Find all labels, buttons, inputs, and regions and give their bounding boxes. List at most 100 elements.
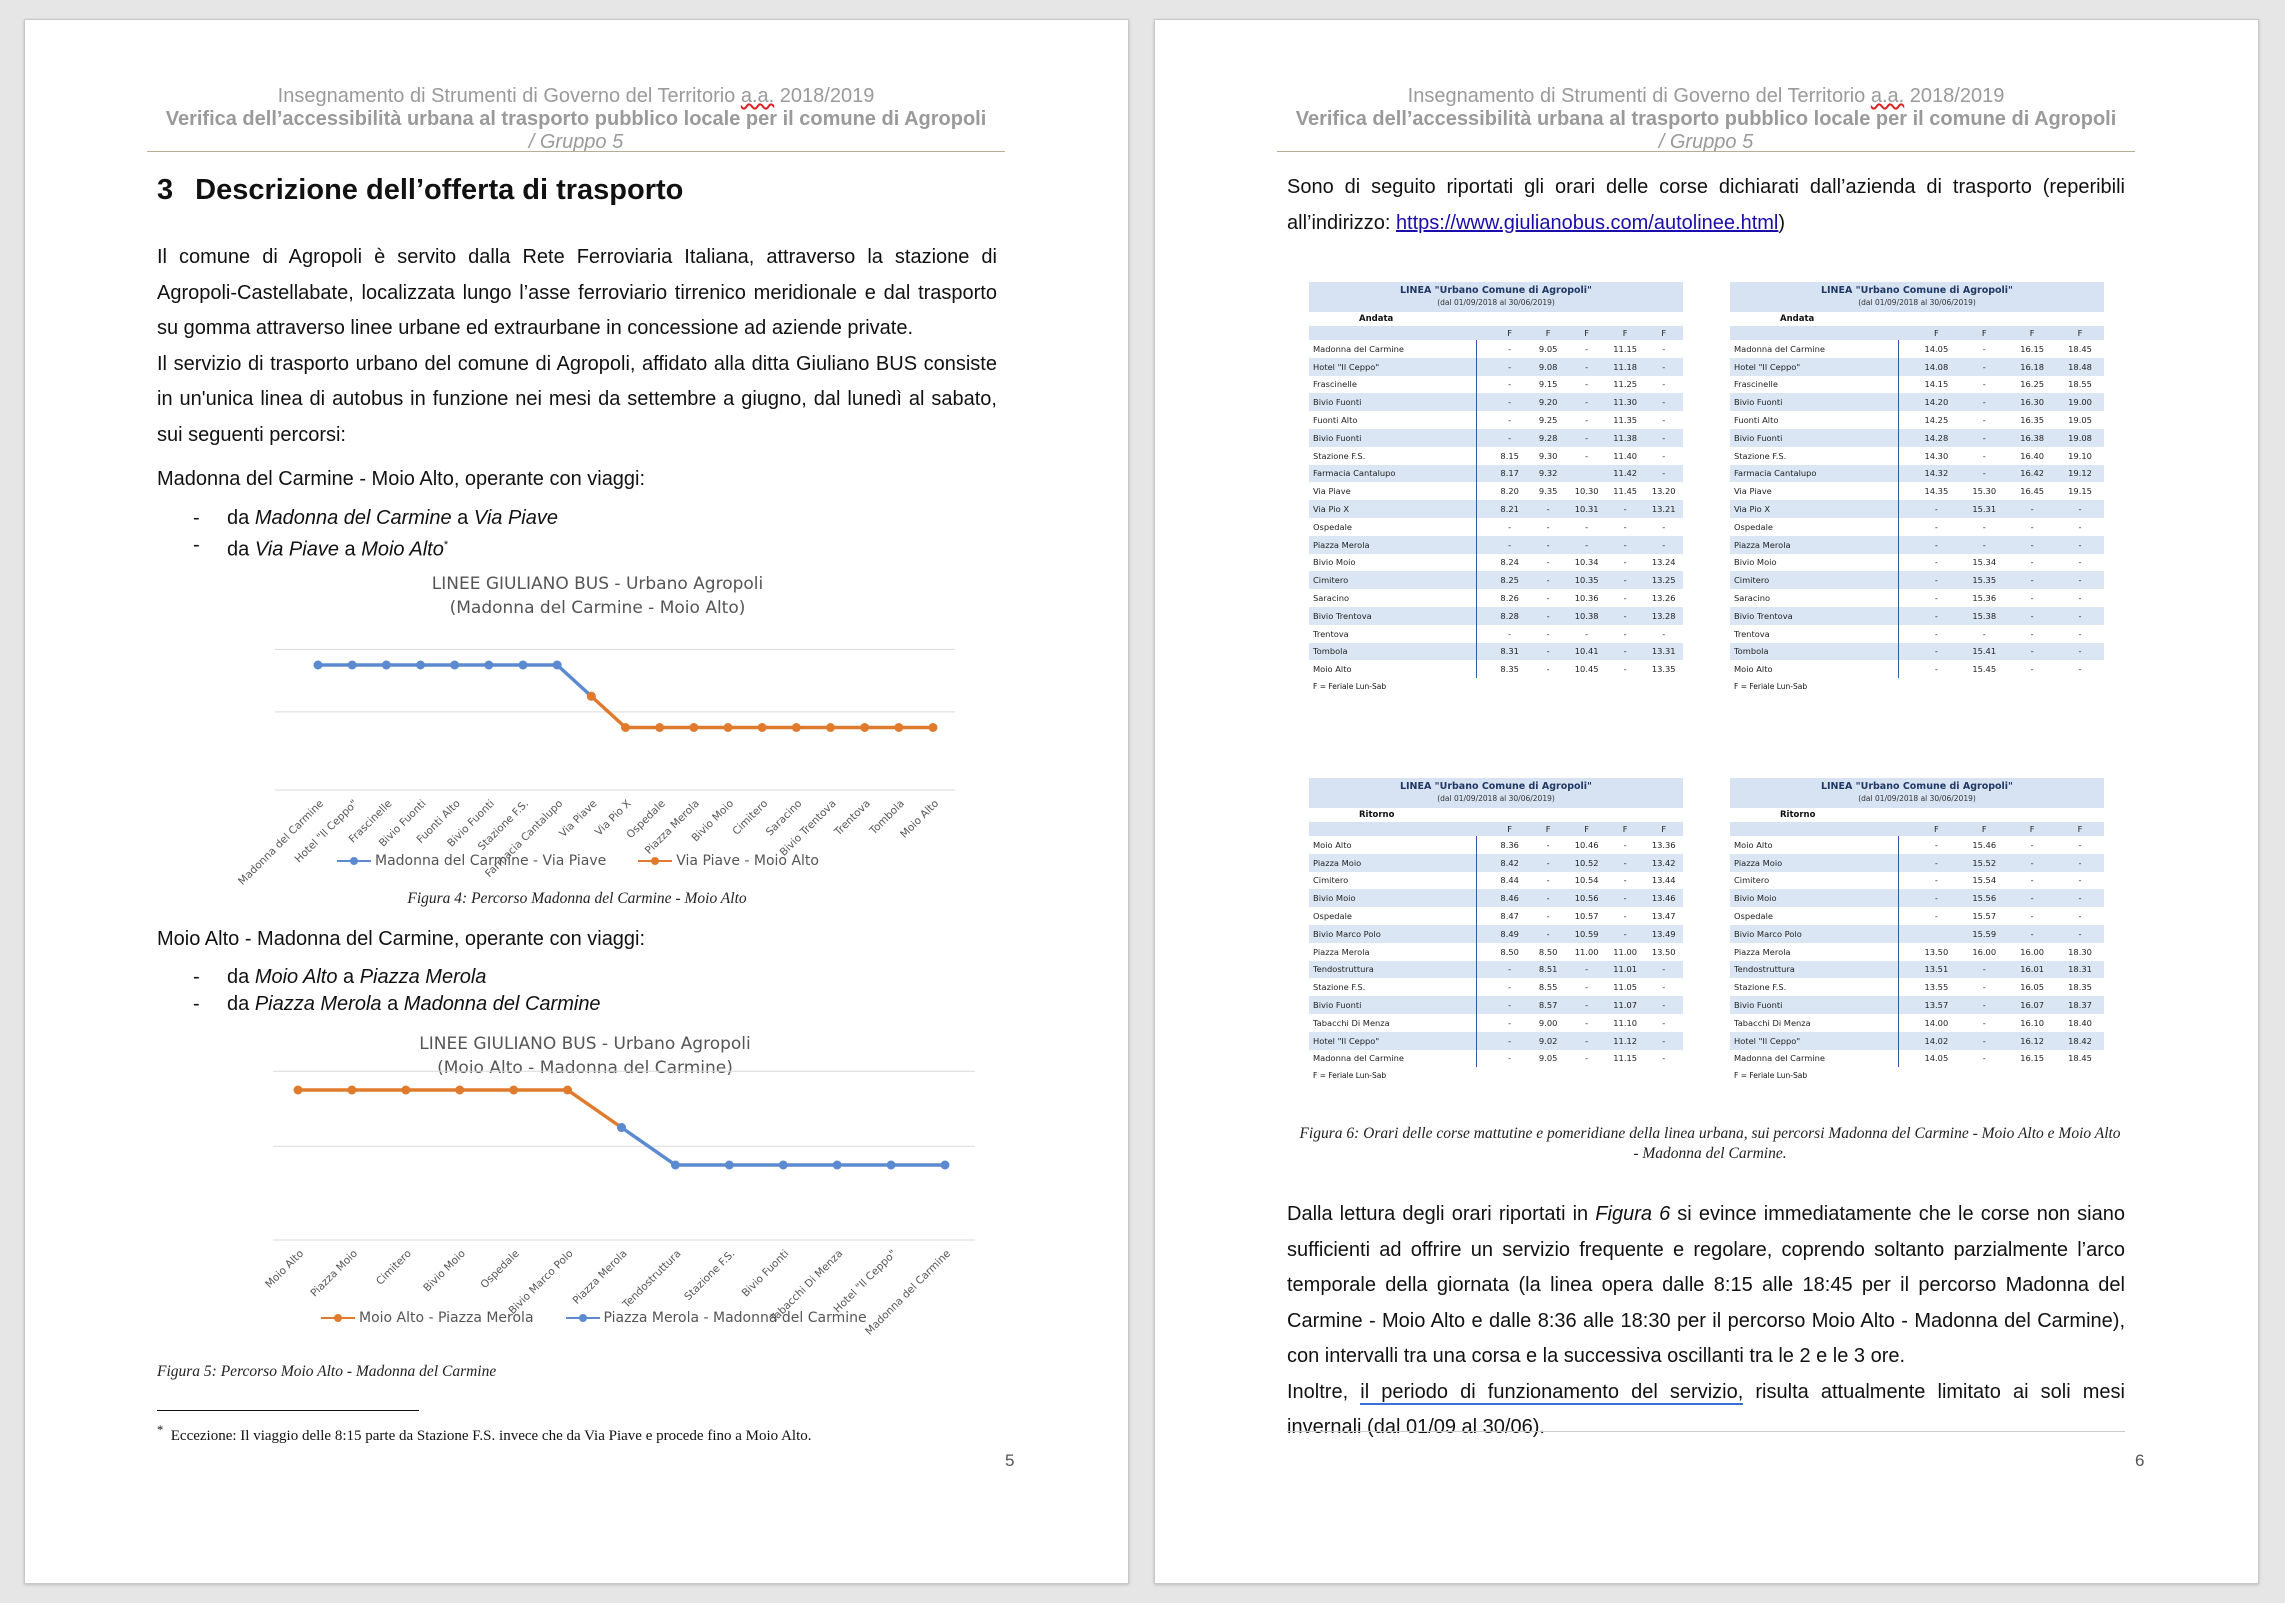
timetable-row: Moio Alto - 15.45 - - bbox=[1730, 660, 2104, 679]
departure-time: - bbox=[1960, 393, 2009, 412]
departure-time: 19.10 bbox=[2068, 450, 2092, 461]
stop-name: Bivio Fuonti bbox=[1730, 428, 1899, 447]
x-tick-label: Tendostruttura bbox=[620, 1248, 684, 1312]
x-tick-label: Piazza Merola bbox=[570, 1248, 629, 1307]
departure-time: - bbox=[1508, 521, 1512, 532]
departure-time: - bbox=[1960, 428, 2009, 447]
departure-time: - bbox=[1605, 571, 1645, 590]
timetable-row: Tabacchi Di Menza - 9.00 - 11.10 - bbox=[1309, 1013, 1683, 1032]
direction-arrow bbox=[1898, 606, 1913, 625]
stop-name: Piazza Merola bbox=[1309, 535, 1477, 554]
departure-time: 10.57 bbox=[1574, 911, 1599, 922]
route1-item-2: - da Via Piave a Moio Alto* bbox=[193, 534, 449, 561]
stop-name: Stazione F.S. bbox=[1313, 450, 1366, 461]
departure-time: 8.42 bbox=[1490, 853, 1529, 872]
departure-time: - bbox=[1567, 960, 1606, 979]
route2-item-1: - da Moio Alto a Piazza Merola bbox=[193, 966, 487, 988]
direction-arrow bbox=[1898, 660, 1912, 679]
departure-time: - bbox=[1508, 379, 1512, 390]
timetable-note: F = Feriale Lun-Sab bbox=[1309, 1067, 1683, 1085]
data-point bbox=[617, 1123, 626, 1132]
departure-time: - bbox=[1982, 415, 1986, 426]
header-year: 2018/2019 bbox=[1904, 85, 2005, 107]
x-tick-label: Bivio Moio bbox=[421, 1248, 468, 1295]
timetable-row: Bivio Trentova -15.38- - bbox=[1730, 606, 2104, 625]
departure-time: 15.46 bbox=[1972, 839, 1997, 850]
header-title: Verifica dell’accessibilità urbana al tr… bbox=[165, 108, 987, 130]
direction-arrow bbox=[1898, 642, 1913, 661]
departure-time: - bbox=[1585, 415, 1589, 426]
timetable-row: Ospedale - 15.57 - - bbox=[1730, 907, 2104, 925]
stop-name: Saracino bbox=[1313, 593, 1350, 604]
departure-time: - bbox=[1960, 464, 2009, 483]
stop-name: Via Pio X bbox=[1309, 500, 1477, 518]
departure-time: 13.42 bbox=[1644, 853, 1683, 872]
departure-time bbox=[1912, 924, 1961, 943]
data-point bbox=[928, 723, 938, 732]
data-point bbox=[724, 1160, 734, 1170]
departure-time: - bbox=[2008, 924, 2057, 943]
timetable-row: Hotel "Il Ceppo" 14.02-16.12 18.42 bbox=[1730, 1031, 2104, 1050]
x-tick-label: Bivio Fuonti bbox=[740, 1248, 792, 1300]
departure-time: - bbox=[1528, 571, 1568, 590]
x-tick-label: Trentova bbox=[832, 798, 873, 839]
departure-time: - bbox=[1912, 853, 1961, 872]
departure-time: - bbox=[2008, 853, 2057, 872]
intro-close: ) bbox=[1778, 211, 1786, 234]
departure-time: 15.57 bbox=[1972, 911, 1997, 922]
departure-time: - bbox=[1605, 853, 1645, 872]
figure-6-caption: Figura 6: Orari delle corse mattutine e … bbox=[1299, 1125, 2121, 1162]
departure-time: 11.25 bbox=[1613, 379, 1638, 390]
timetable-title: LINEA "Urbano Comune di Agropoli" bbox=[1820, 781, 2014, 792]
departure-time: - bbox=[1623, 628, 1627, 639]
stop-name: Frascinelle bbox=[1734, 379, 1778, 390]
departure-time: - bbox=[1644, 464, 1683, 483]
departure-time: - bbox=[1623, 911, 1627, 922]
departure-time: 8.24 bbox=[1500, 557, 1519, 568]
departure-time: 8.55 bbox=[1538, 982, 1558, 993]
departure-time: - bbox=[1960, 357, 2009, 376]
timetable-direction: Ritorno bbox=[1780, 810, 1816, 820]
departure-time: 9.30 bbox=[1538, 450, 1558, 461]
direction-arrow bbox=[1898, 1013, 1912, 1032]
header-aa: a.a. bbox=[740, 85, 775, 107]
x-tick-label: Stazione F.S. bbox=[682, 1248, 737, 1303]
series-line-1 bbox=[298, 1088, 623, 1129]
data-point bbox=[894, 723, 904, 732]
header-group: / Gruppo 5 bbox=[528, 131, 624, 153]
direction-arrow bbox=[1476, 428, 1491, 447]
departure-time: 16.10 bbox=[2020, 1017, 2045, 1028]
chart1-subtitle: (Madonna del Carmine - Moio Alto) bbox=[449, 598, 746, 618]
service-type-label: F bbox=[1605, 326, 1645, 340]
stop-name: Bivio Moio bbox=[1734, 557, 1777, 568]
timetable-row: Fuonti Alto - 9.25 - 11.35 - bbox=[1309, 411, 1683, 429]
departure-time: 9.20 bbox=[1528, 393, 1568, 412]
stop-name: Stazione F.S. bbox=[1734, 450, 1787, 461]
departure-time: - bbox=[2030, 557, 2034, 568]
timetable-row: Frascinelle 14.15 - 16.25 18.55 bbox=[1730, 375, 2104, 394]
x-tick-label: Piazza Moio bbox=[308, 1248, 360, 1300]
departure-time: - bbox=[2056, 535, 2104, 554]
direction-arrow bbox=[1476, 375, 1490, 394]
timetable-row: Bivio Fuonti -9.20-11.30- bbox=[1309, 393, 1683, 412]
stop-name: Hotel "Il Ceppo" bbox=[1730, 1031, 1899, 1050]
data-point bbox=[401, 1085, 411, 1095]
item-text: da bbox=[227, 966, 255, 988]
timetable-title: LINEA "Urbano Comune di Agropoli" bbox=[1399, 285, 1593, 296]
operator-link[interactable]: https://www.giulianobus.com/autolinee.ht… bbox=[1395, 211, 1779, 234]
stop-name: Hotel "Il Ceppo" bbox=[1730, 357, 1899, 376]
timetable-row: Bivio Moio -15.56- - bbox=[1730, 889, 2104, 908]
timetable-title: LINEA "Urbano Comune di Agropoli" bbox=[1820, 285, 2014, 296]
departure-time: - bbox=[2056, 853, 2104, 872]
departure-time: - bbox=[1623, 875, 1627, 886]
departure-time: 11.00 bbox=[1613, 946, 1638, 957]
direction-arrow bbox=[1476, 960, 1491, 979]
departure-time: - bbox=[1528, 500, 1568, 518]
direction-arrow bbox=[1476, 836, 1490, 854]
timetable-row: Madonna del Carmine 14.05 - 16.15 18.45 bbox=[1730, 340, 2104, 358]
departure-time: 14.05 bbox=[1924, 343, 1949, 354]
departure-time: 13.35 bbox=[1651, 664, 1676, 675]
